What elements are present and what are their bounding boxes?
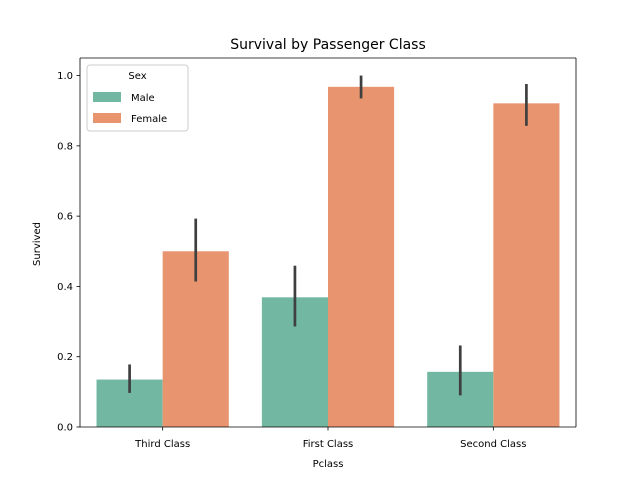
y-tick-label: 1.0 (57, 71, 73, 82)
axes: 0.0 0.2 0.4 0.6 0.8 1.0 Third Class First Class… (57, 57, 577, 450)
legend-swatch-male (93, 92, 121, 102)
bar-female-2 (328, 86, 395, 428)
x-tick-label: Third Class (134, 439, 190, 450)
legend: Sex Male Female (86, 64, 189, 132)
y-axis-label: Survived (32, 222, 43, 266)
y-tick-label: 0.4 (57, 282, 73, 293)
legend-swatch-female (93, 113, 121, 123)
chart-title: Survival by Passenger Class (230, 37, 426, 53)
y-tick-label: 0.2 (57, 352, 73, 363)
bars (96, 86, 560, 428)
x-axis-label: Pclass (313, 459, 344, 470)
bar-female-3 (493, 103, 560, 427)
y-tick-label: 0.0 (57, 423, 73, 434)
legend-label-female: Female (131, 114, 167, 125)
legend-label-male: Male (131, 93, 155, 104)
x-tick-label: First Class (303, 439, 354, 450)
y-tick-label: 0.8 (57, 141, 73, 152)
legend-title: Sex (128, 71, 146, 82)
x-tick-label: Second Class (460, 439, 526, 450)
y-tick-label: 0.6 (57, 212, 73, 223)
error-bars (128, 75, 528, 396)
